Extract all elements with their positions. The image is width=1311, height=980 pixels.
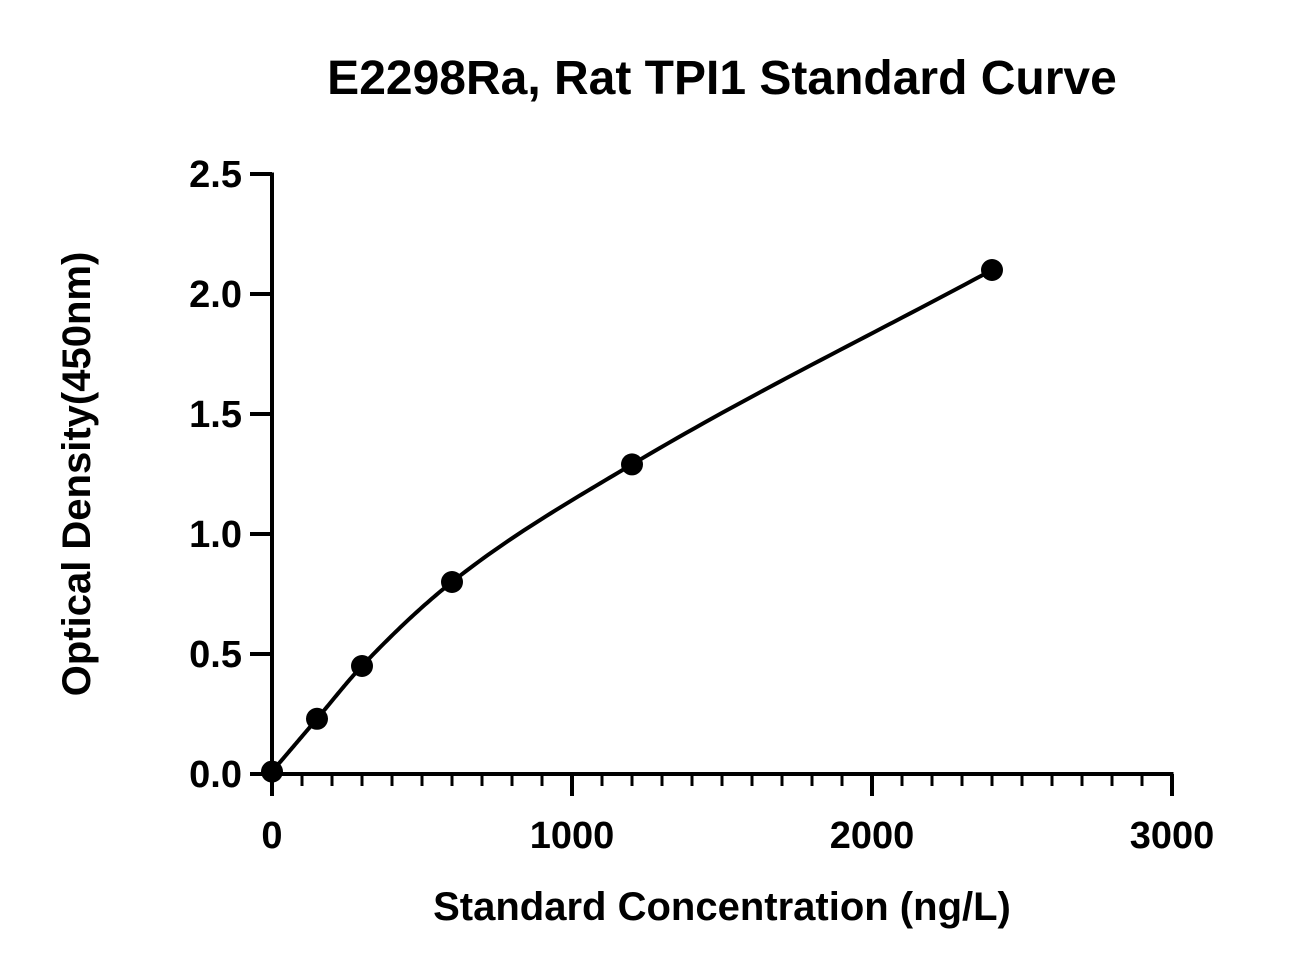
x-tick-label: 1000 [530, 815, 615, 857]
y-tick-label: 1.5 [189, 394, 242, 436]
y-axis-title: Optical Density(450nm) [55, 252, 99, 697]
y-tick-label: 2.5 [189, 154, 242, 196]
data-point [306, 707, 328, 730]
y-tick-label: 0.0 [189, 754, 242, 796]
data-point [351, 655, 373, 677]
x-axis-title: Standard Concentration (ng/L) [433, 885, 1011, 929]
y-tick-label: 2.0 [189, 274, 242, 316]
y-tick-label: 0.5 [189, 634, 242, 676]
data-point [261, 760, 283, 783]
data-point [621, 453, 643, 476]
x-tick-label: 3000 [1130, 815, 1215, 857]
data-point [981, 259, 1003, 281]
data-point [441, 571, 463, 593]
chart-title: E2298Ra, Rat TPI1 Standard Curve [327, 52, 1117, 105]
x-tick-label: 0 [261, 815, 282, 857]
x-tick-label: 2000 [830, 815, 915, 857]
y-tick-label: 1.0 [189, 514, 242, 556]
plot-area: 0.0 0.5 1.0 1.5 2.0 2.5 0 1000 2000 3000 [189, 154, 1214, 857]
fit-curve [270, 268, 993, 773]
